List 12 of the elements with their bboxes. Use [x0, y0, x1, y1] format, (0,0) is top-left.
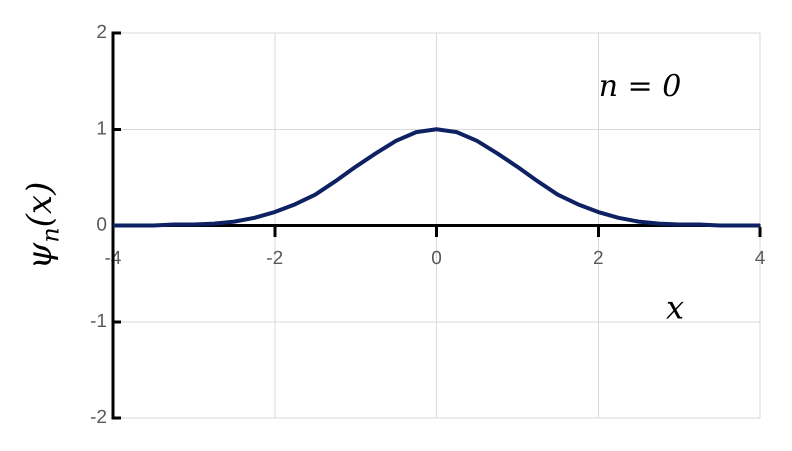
y-tick-label: 2 [96, 22, 107, 44]
annotation: n = 0 [598, 68, 682, 104]
y-tick-label: 0 [96, 214, 107, 236]
y-axis-title: ψn(x) [20, 182, 64, 270]
x-tick-label: 0 [431, 248, 442, 270]
x-tick-label: 2 [592, 248, 604, 270]
x-axis-title: x [666, 288, 684, 327]
x-tick-label: -2 [266, 248, 284, 270]
y-tick-label: 1 [96, 118, 107, 140]
y-tick-label: -2 [90, 407, 107, 428]
x-tick-label: 4 [754, 248, 766, 270]
y-tick-label: -1 [90, 310, 107, 332]
